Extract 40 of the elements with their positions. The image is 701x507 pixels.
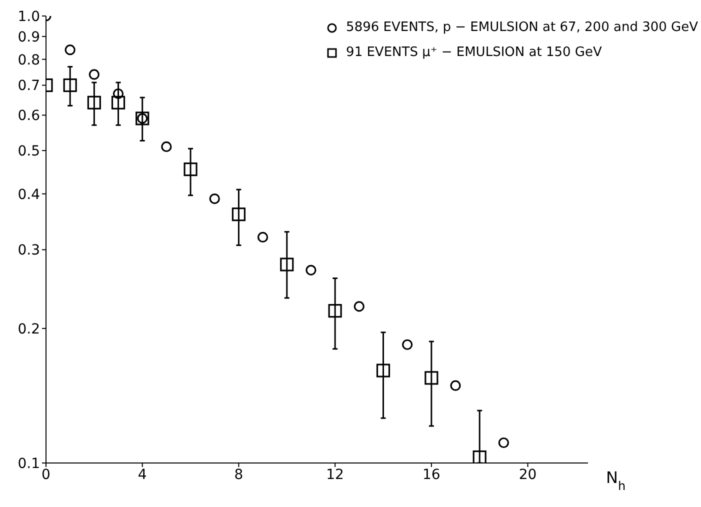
point xyxy=(184,162,198,176)
point xyxy=(209,193,220,204)
point xyxy=(63,78,77,92)
point xyxy=(161,141,172,152)
y-tick-label: 0.6 xyxy=(18,108,40,124)
point xyxy=(64,44,76,56)
x-tick-label: 0 xyxy=(42,466,50,483)
point xyxy=(280,258,294,272)
y-tick-label: 0.8 xyxy=(18,52,40,68)
x-tick-label: 4 xyxy=(138,466,147,483)
y-tick-label: 0.2 xyxy=(18,321,40,338)
point xyxy=(232,208,246,222)
legend-label: 91 EVENTS μ⁺ − EMULSION at 150 GeV xyxy=(346,45,602,60)
point xyxy=(472,450,486,463)
point xyxy=(450,380,461,391)
point xyxy=(306,264,316,276)
point xyxy=(498,437,509,448)
point xyxy=(88,69,100,80)
y-tick-label: 1.0 xyxy=(18,8,40,25)
y-tick-label: 0.4 xyxy=(18,186,40,203)
point xyxy=(376,364,390,378)
y-tick-label: 0.7 xyxy=(18,78,40,94)
x-tick-label: 16 xyxy=(422,466,440,483)
x-tick-label: 8 xyxy=(234,466,244,483)
point xyxy=(112,88,124,100)
point xyxy=(87,96,101,110)
y-tick-label: 0.9 xyxy=(18,29,40,46)
point xyxy=(111,96,126,110)
point xyxy=(354,301,364,312)
point xyxy=(424,371,438,385)
x-tick-label: 20 xyxy=(518,466,537,483)
legend-label: 5896 EVENTS, p − EMULSION at 67, 200 and 300 GeV xyxy=(346,20,698,35)
point xyxy=(328,304,342,318)
point xyxy=(258,232,268,242)
point xyxy=(402,339,413,350)
y-tick-label: 0.5 xyxy=(18,144,40,160)
x-tick-label: 12 xyxy=(326,466,344,483)
x-axis-title: N$_{h}$ xyxy=(606,468,626,493)
y-tick-label: 0.1 xyxy=(18,456,40,472)
y-tick-label: 0.3 xyxy=(18,242,40,259)
